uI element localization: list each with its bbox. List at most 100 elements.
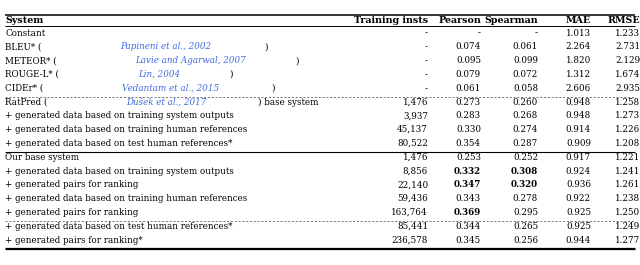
Text: 2.935: 2.935 xyxy=(615,84,640,93)
Text: MAE: MAE xyxy=(566,16,591,25)
Text: 0.252: 0.252 xyxy=(513,153,538,162)
Text: 1.249: 1.249 xyxy=(615,222,640,231)
Text: Dušek et al., 2017: Dušek et al., 2017 xyxy=(126,98,207,107)
Text: 0.253: 0.253 xyxy=(456,153,481,162)
Text: 1.674: 1.674 xyxy=(614,70,640,79)
Text: 0.308: 0.308 xyxy=(511,166,538,175)
Text: + generated pairs for ranking: + generated pairs for ranking xyxy=(5,208,138,217)
Text: ): ) xyxy=(272,84,275,93)
Text: + generated data based on test human references*: + generated data based on test human ref… xyxy=(5,222,232,231)
Text: + generated data based on training human references: + generated data based on training human… xyxy=(5,194,247,203)
Text: 1.233: 1.233 xyxy=(615,29,640,38)
Text: 0.332: 0.332 xyxy=(454,166,481,175)
Text: ) base system: ) base system xyxy=(258,98,319,107)
Text: 0.058: 0.058 xyxy=(513,84,538,93)
Text: 1.238: 1.238 xyxy=(615,194,640,203)
Text: CIDEr* (: CIDEr* ( xyxy=(5,84,44,93)
Text: 1.820: 1.820 xyxy=(566,56,591,65)
Text: + generated pairs for ranking: + generated pairs for ranking xyxy=(5,180,138,189)
Text: RatPred (: RatPred ( xyxy=(5,98,47,107)
Text: 0.278: 0.278 xyxy=(513,194,538,203)
Text: 0.948: 0.948 xyxy=(566,111,591,120)
Text: 0.061: 0.061 xyxy=(513,42,538,51)
Text: 0.079: 0.079 xyxy=(456,70,481,79)
Text: 0.295: 0.295 xyxy=(513,208,538,217)
Text: ): ) xyxy=(296,56,300,65)
Text: RMSE: RMSE xyxy=(607,16,640,25)
Text: 1.273: 1.273 xyxy=(615,111,640,120)
Text: 0.095: 0.095 xyxy=(456,56,481,65)
Text: -: - xyxy=(478,29,481,38)
Text: ): ) xyxy=(229,70,232,79)
Text: 0.925: 0.925 xyxy=(566,208,591,217)
Text: Papineni et al., 2002: Papineni et al., 2002 xyxy=(120,42,211,51)
Text: 0.344: 0.344 xyxy=(456,222,481,231)
Text: 2.606: 2.606 xyxy=(566,84,591,93)
Text: System: System xyxy=(5,16,44,25)
Text: 1.226: 1.226 xyxy=(615,125,640,134)
Text: 0.099: 0.099 xyxy=(513,56,538,65)
Text: -: - xyxy=(425,42,428,51)
Text: 0.265: 0.265 xyxy=(513,222,538,231)
Text: 0.283: 0.283 xyxy=(456,111,481,120)
Text: Constant: Constant xyxy=(5,29,45,38)
Text: 45,137: 45,137 xyxy=(397,125,428,134)
Text: -: - xyxy=(425,70,428,79)
Text: ROUGE-L* (: ROUGE-L* ( xyxy=(5,70,59,79)
Text: 0.061: 0.061 xyxy=(456,84,481,93)
Text: + generated data based on training system outputs: + generated data based on training syste… xyxy=(5,166,234,175)
Text: 0.347: 0.347 xyxy=(454,180,481,189)
Text: 1.221: 1.221 xyxy=(615,153,640,162)
Text: 0.256: 0.256 xyxy=(513,236,538,245)
Text: 2.129: 2.129 xyxy=(615,56,640,65)
Text: 3,937: 3,937 xyxy=(403,111,428,120)
Text: 1.258: 1.258 xyxy=(615,98,640,107)
Text: -: - xyxy=(535,29,538,38)
Text: BLEU* (: BLEU* ( xyxy=(5,42,42,51)
Text: 80,522: 80,522 xyxy=(397,139,428,148)
Text: -: - xyxy=(425,29,428,38)
Text: 0.345: 0.345 xyxy=(456,236,481,245)
Text: 0.369: 0.369 xyxy=(454,208,481,217)
Text: 0.268: 0.268 xyxy=(513,111,538,120)
Text: 0.924: 0.924 xyxy=(566,166,591,175)
Text: 0.273: 0.273 xyxy=(456,98,481,107)
Text: ): ) xyxy=(264,42,268,51)
Text: 1.208: 1.208 xyxy=(615,139,640,148)
Text: 0.948: 0.948 xyxy=(566,98,591,107)
Text: 0.260: 0.260 xyxy=(513,98,538,107)
Text: 1.261: 1.261 xyxy=(615,180,640,189)
Text: 1.312: 1.312 xyxy=(566,70,591,79)
Text: + generated data based on training system outputs: + generated data based on training syste… xyxy=(5,111,234,120)
Text: + generated pairs for ranking*: + generated pairs for ranking* xyxy=(5,236,143,245)
Text: Spearman: Spearman xyxy=(484,16,538,25)
Text: 59,436: 59,436 xyxy=(397,194,428,203)
Text: 0.074: 0.074 xyxy=(456,42,481,51)
Text: 0.287: 0.287 xyxy=(513,139,538,148)
Text: Training insts: Training insts xyxy=(354,16,428,25)
Text: 1.277: 1.277 xyxy=(615,236,640,245)
Text: 1,476: 1,476 xyxy=(403,98,428,107)
Text: 0.917: 0.917 xyxy=(566,153,591,162)
Text: + generated data based on training human references: + generated data based on training human… xyxy=(5,125,247,134)
Text: 1.241: 1.241 xyxy=(614,166,640,175)
Text: 163,764: 163,764 xyxy=(392,208,428,217)
Text: Lin, 2004: Lin, 2004 xyxy=(138,70,180,79)
Text: -: - xyxy=(425,56,428,65)
Text: 0.274: 0.274 xyxy=(513,125,538,134)
Text: 0.944: 0.944 xyxy=(566,236,591,245)
Text: 1.013: 1.013 xyxy=(566,29,591,38)
Text: 0.914: 0.914 xyxy=(566,125,591,134)
Text: 1.250: 1.250 xyxy=(615,208,640,217)
Text: 2.264: 2.264 xyxy=(566,42,591,51)
Text: 0.354: 0.354 xyxy=(456,139,481,148)
Text: 0.330: 0.330 xyxy=(456,125,481,134)
Text: 8,856: 8,856 xyxy=(403,166,428,175)
Text: 0.343: 0.343 xyxy=(456,194,481,203)
Text: 85,441: 85,441 xyxy=(397,222,428,231)
Text: + generated data based on test human references*: + generated data based on test human ref… xyxy=(5,139,232,148)
Text: 236,578: 236,578 xyxy=(392,236,428,245)
Text: Lavie and Agarwal, 2007: Lavie and Agarwal, 2007 xyxy=(136,56,246,65)
Text: METEOR* (: METEOR* ( xyxy=(5,56,56,65)
Text: Pearson: Pearson xyxy=(438,16,481,25)
